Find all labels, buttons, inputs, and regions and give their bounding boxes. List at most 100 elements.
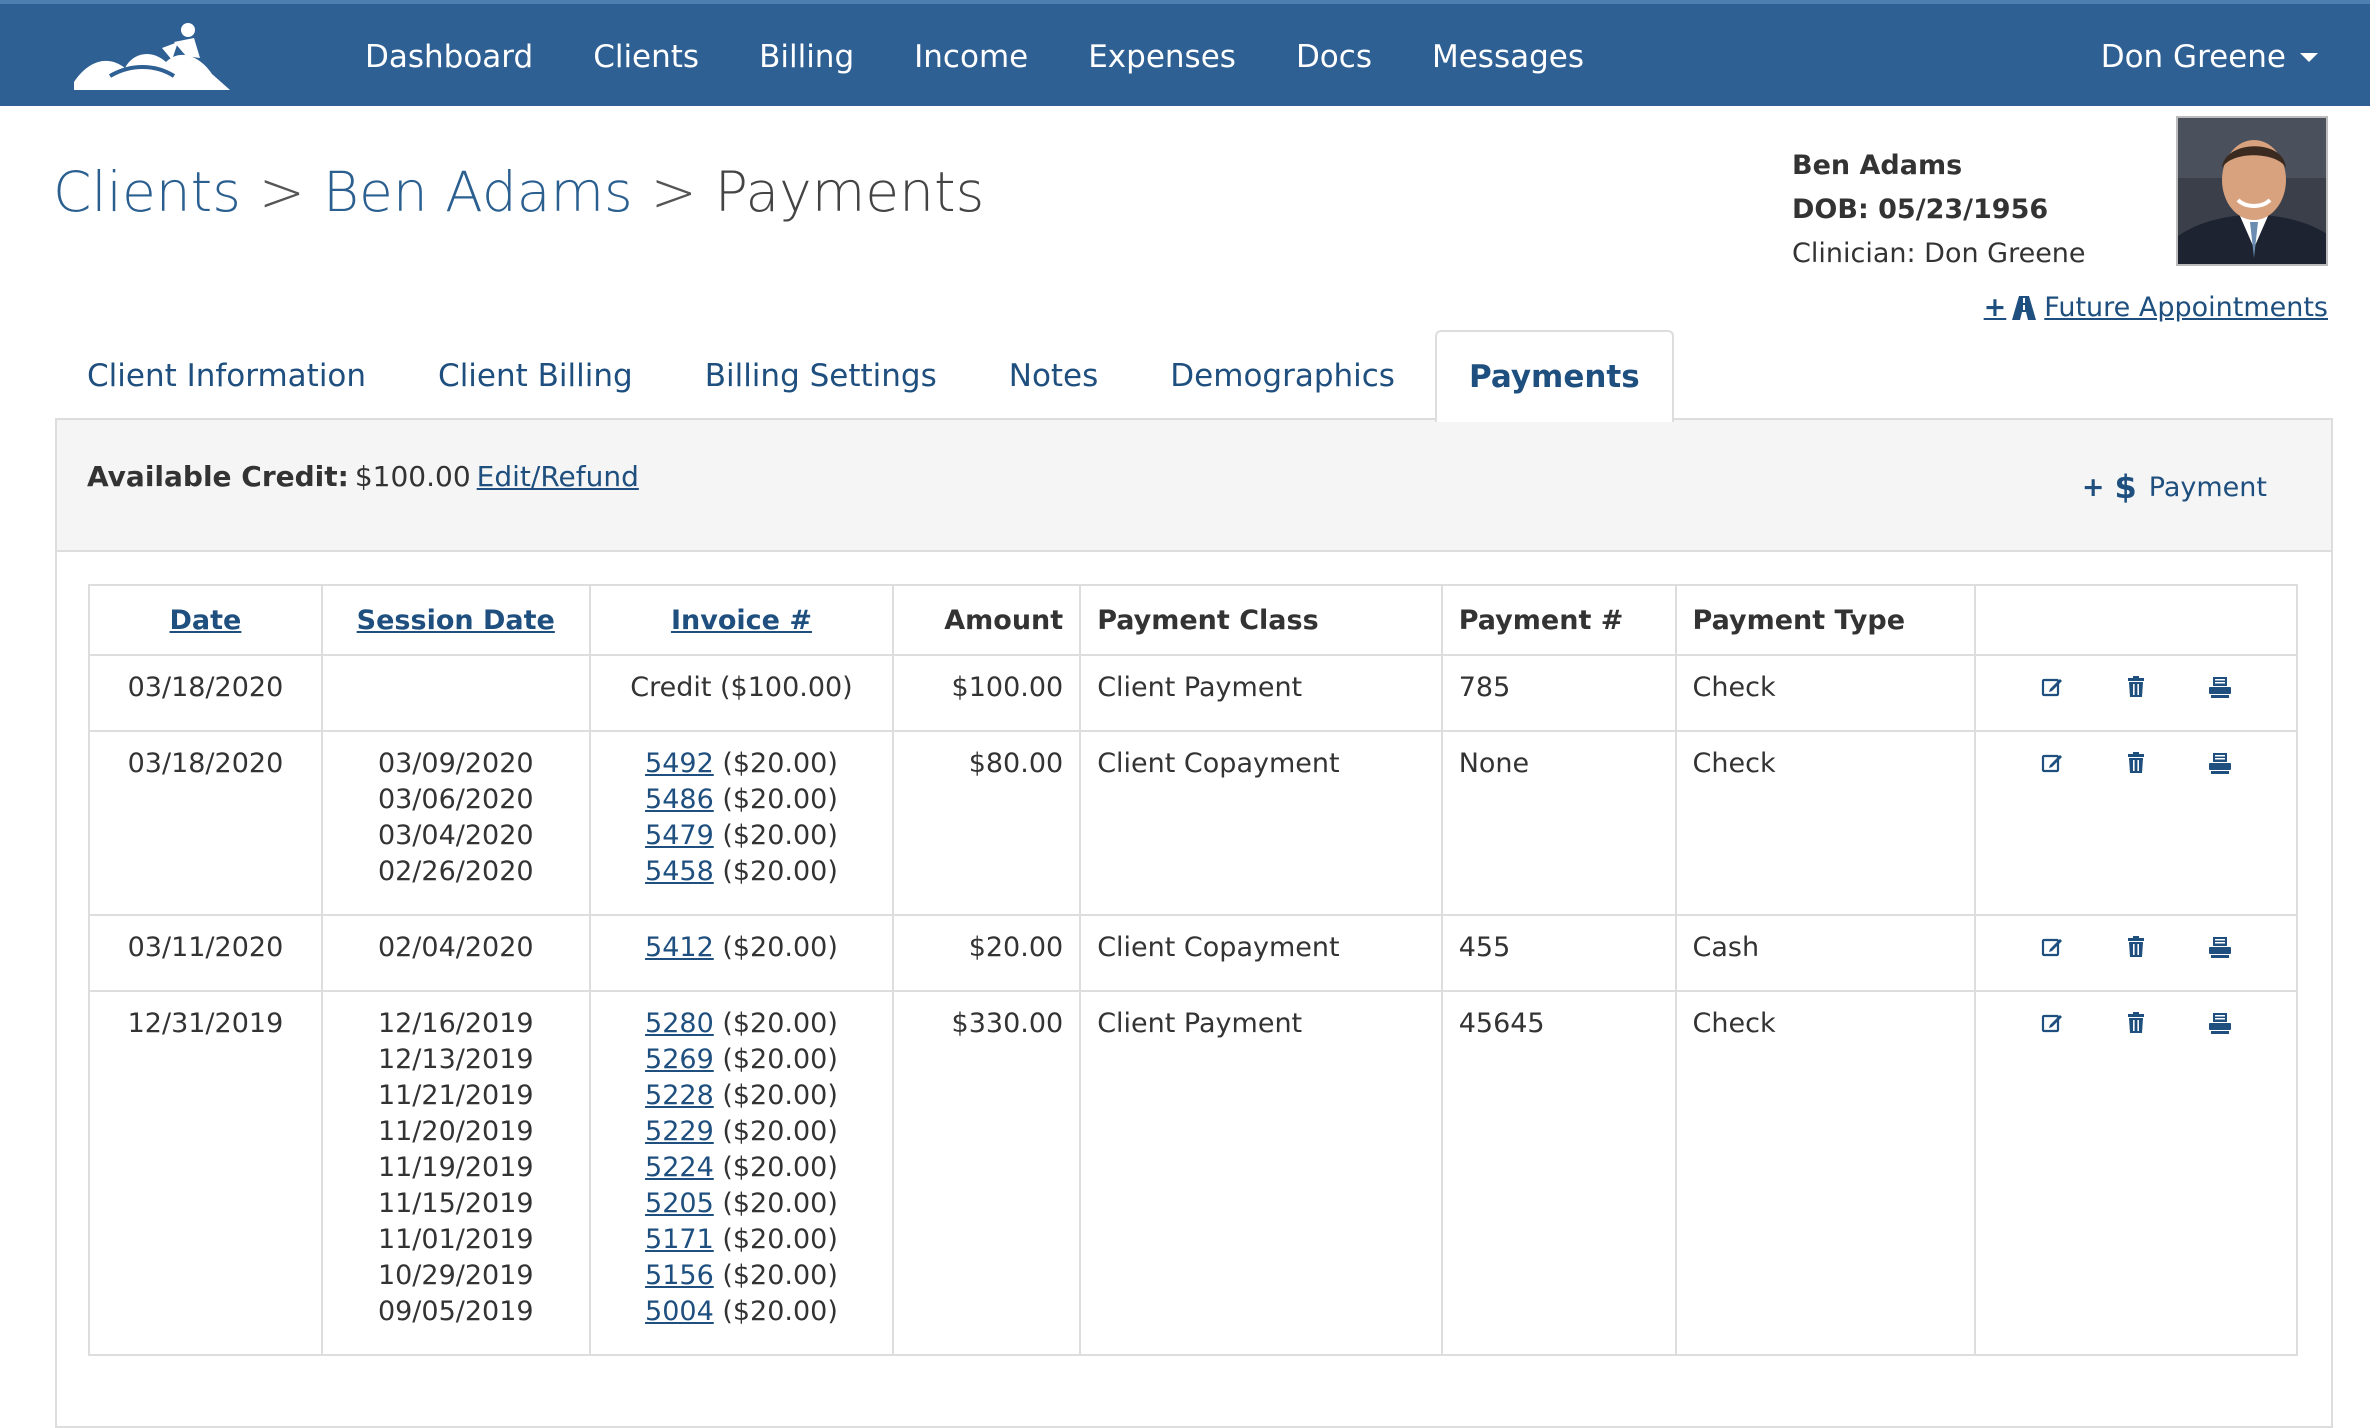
available-credit: Available Credit: $100.00 Edit/Refund — [87, 460, 639, 493]
edit-refund-link[interactable]: Edit/Refund — [476, 460, 639, 493]
plus-icon: + — [2081, 471, 2105, 503]
print-icon[interactable] — [2205, 932, 2235, 962]
nav-messages[interactable]: Messages — [1431, 39, 1585, 75]
column-header-invoice: Invoice # — [588, 584, 895, 656]
print-icon[interactable] — [2205, 672, 2235, 702]
invoice-amount: ($20.00) — [722, 932, 838, 963]
tab-client-billing[interactable]: Client Billing — [406, 330, 665, 422]
edit-icon[interactable] — [2037, 748, 2067, 778]
tab-billing-settings[interactable]: Billing Settings — [673, 330, 969, 422]
invoice-entry: 5412 ($20.00) — [607, 930, 877, 966]
invoice-link[interactable]: 5486 — [645, 784, 714, 815]
plus-icon: + — [1983, 292, 2007, 323]
invoice-entry: 5224 ($20.00) — [607, 1150, 877, 1186]
session-date: 03/09/2020 — [377, 748, 534, 779]
nav-income[interactable]: Income — [914, 39, 1029, 75]
edit-icon[interactable] — [2037, 932, 2067, 962]
invoice-link[interactable]: 5229 — [645, 1116, 714, 1147]
table-row: 12/31/2019 12/16/2019 12/13/2019 11/21/2019… — [88, 990, 2298, 1356]
column-header-session-date: Session Date — [320, 584, 591, 656]
invoices: 5412 ($20.00) — [588, 914, 895, 992]
column-header-amount: Amount — [892, 584, 1082, 656]
sort-by-invoice[interactable]: Invoice # — [670, 604, 812, 636]
column-header-payment-type: Payment Type — [1674, 584, 1977, 656]
invoice-entry: 5229 ($20.00) — [607, 1114, 877, 1150]
nav-expenses[interactable]: Expenses — [1088, 39, 1236, 75]
column-header-date: Date — [88, 584, 323, 656]
breadcrumb-client[interactable]: Ben Adams — [322, 160, 633, 224]
tab-label: Payments — [1468, 359, 1640, 395]
print-icon[interactable] — [2205, 748, 2235, 778]
nav-clients[interactable]: Clients — [593, 39, 700, 75]
session-date: 02/04/2020 — [377, 932, 534, 963]
future-appointments-link[interactable]: + Future Appointments — [1984, 292, 2328, 323]
trash-icon[interactable] — [2121, 1008, 2151, 1038]
invoice-entry: 5486 ($20.00) — [607, 782, 877, 818]
payment-amount: $330.00 — [892, 990, 1082, 1356]
invoice-link[interactable]: 5004 — [645, 1296, 714, 1327]
nav-docs[interactable]: Docs — [1295, 39, 1372, 75]
action-buttons — [1992, 930, 2280, 962]
invoice-link[interactable]: 5224 — [645, 1152, 714, 1183]
tab-notes[interactable]: Notes — [977, 330, 1131, 422]
invoice-entry: 5280 ($20.00) — [607, 1006, 877, 1042]
invoice-link[interactable]: 5205 — [645, 1188, 714, 1219]
print-icon[interactable] — [2205, 1008, 2235, 1038]
payment-amount: $80.00 — [892, 730, 1082, 916]
invoice-link[interactable]: 5479 — [645, 820, 714, 851]
tab-demographics[interactable]: Demographics — [1138, 330, 1427, 422]
invoice-amount: ($20.00) — [722, 1224, 838, 1255]
invoices: Credit ($100.00) — [588, 654, 895, 732]
invoice-link[interactable]: 5228 — [645, 1080, 714, 1111]
invoice-amount: ($20.00) — [722, 820, 838, 851]
row-actions — [1974, 990, 2298, 1356]
payment-amount: $20.00 — [892, 914, 1082, 992]
sort-by-date[interactable]: Date — [169, 604, 242, 636]
payment-type: Cash — [1674, 914, 1977, 992]
invoice-credit: Credit ($100.00) — [630, 672, 853, 703]
session-date: 11/01/2019 — [377, 1224, 534, 1255]
add-payment-button[interactable]: + $ Payment — [2082, 468, 2267, 506]
payment-date: 12/31/2019 — [88, 990, 323, 1356]
session-date: 02/26/2020 — [377, 856, 534, 887]
invoice-link[interactable]: 5280 — [645, 1008, 714, 1039]
tab-payments[interactable]: Payments — [1434, 330, 1674, 422]
trash-icon[interactable] — [2121, 932, 2151, 962]
invoice-link[interactable]: 5492 — [645, 748, 714, 779]
invoice-entry: 5004 ($20.00) — [607, 1294, 877, 1330]
invoice-entry: 5228 ($20.00) — [607, 1078, 877, 1114]
client-tabs: Client Information Client Billing Billin… — [55, 330, 1682, 422]
invoice-amount: ($20.00) — [722, 1008, 838, 1039]
invoices: 5492 ($20.00) 5486 ($20.00) 5479 ($20.00) 5… — [588, 730, 895, 916]
tab-client-information[interactable]: Client Information — [55, 330, 398, 422]
user-menu[interactable]: Don Greene — [2101, 4, 2318, 110]
session-dates: 12/16/2019 12/13/2019 11/21/2019 11/20/2019… — [320, 990, 591, 1356]
breadcrumb-clients[interactable]: Clients — [53, 160, 241, 224]
trash-icon[interactable] — [2121, 748, 2151, 778]
invoice-amount: ($20.00) — [722, 748, 838, 779]
invoice-link[interactable]: 5171 — [645, 1224, 714, 1255]
column-header-payment-number: Payment # — [1440, 584, 1677, 656]
edit-icon[interactable] — [2037, 672, 2067, 702]
invoice-link[interactable]: 5458 — [645, 856, 714, 887]
nav-dashboard[interactable]: Dashboard — [365, 39, 534, 75]
app-logo[interactable] — [70, 18, 235, 96]
invoice-amount: ($20.00) — [722, 1116, 838, 1147]
trash-icon[interactable] — [2121, 672, 2151, 702]
nav-billing[interactable]: Billing — [759, 39, 855, 75]
invoice-link[interactable]: 5269 — [645, 1044, 714, 1075]
breadcrumb-separator: > — [650, 160, 697, 224]
action-buttons — [1992, 670, 2280, 702]
table-row: 03/18/2020 03/09/2020 03/06/2020 03/04/2020… — [88, 730, 2298, 916]
session-date: 10/29/2019 — [377, 1260, 534, 1291]
row-actions — [1974, 654, 2298, 732]
breadcrumb: Clients > Ben Adams > Payments — [53, 160, 984, 224]
invoice-link[interactable]: 5412 — [645, 932, 714, 963]
payment-class: Client Payment — [1079, 654, 1443, 732]
sort-by-session-date[interactable]: Session Date — [356, 604, 555, 636]
invoice-entry: 5205 ($20.00) — [607, 1186, 877, 1222]
payment-amount: $100.00 — [892, 654, 1082, 732]
edit-icon[interactable] — [2037, 1008, 2067, 1038]
tab-label: Demographics — [1170, 358, 1395, 394]
invoice-link[interactable]: 5156 — [645, 1260, 714, 1291]
